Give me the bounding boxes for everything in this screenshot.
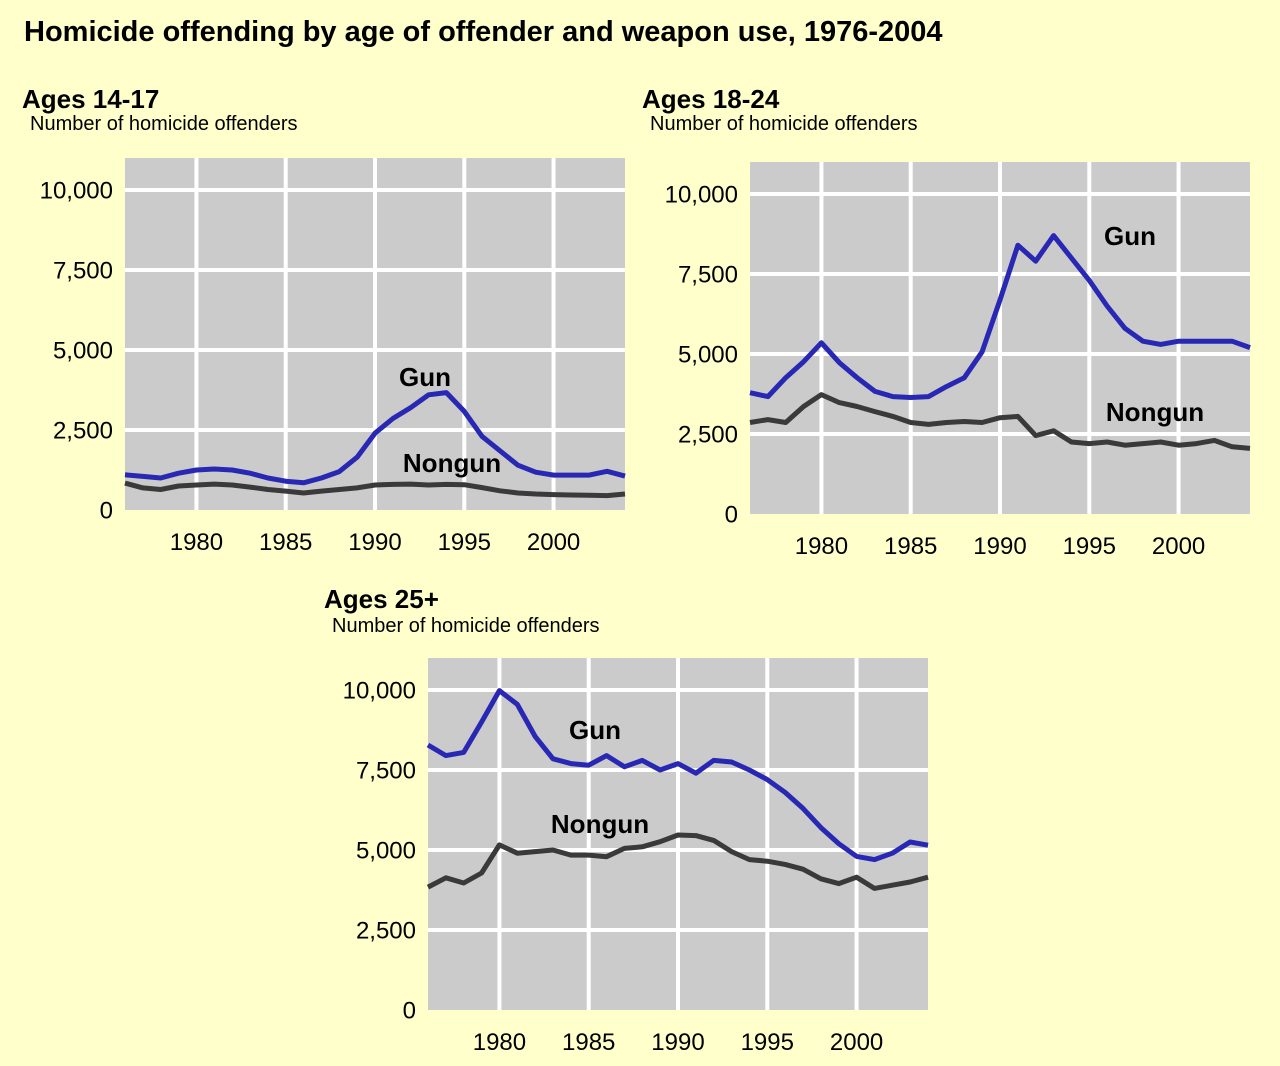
xtick-label-1995: 1995 (741, 1029, 794, 1056)
ytick-label-5000: 5,000 (678, 341, 738, 368)
xtick-label-1980: 1980 (795, 533, 848, 560)
ytick-label-2500: 2,500 (678, 421, 738, 448)
chart-ages-14-17: 0 2,500 5,000 7,500 10,000 1980 1985 1990 1995 20… (40, 158, 626, 556)
xtick-label-1990: 1990 (348, 529, 401, 556)
ytick-label-2500: 2,500 (53, 417, 113, 444)
ytick-label-10000: 10,000 (343, 677, 416, 704)
xtick-label-1980: 1980 (170, 529, 223, 556)
ytick-label-2500: 2,500 (356, 917, 416, 944)
ytick-label-5000: 5,000 (53, 337, 113, 364)
xtick-label-1990: 1990 (651, 1029, 704, 1056)
panel-heading-ages-25-plus: Ages 25+ (324, 584, 439, 614)
xtick-label-2000: 2000 (1152, 533, 1205, 560)
xtick-label-2000: 2000 (527, 529, 580, 556)
xtick-label-2000: 2000 (830, 1029, 883, 1056)
xtick-label-1985: 1985 (884, 533, 937, 560)
series-label-nongun: Nongun (403, 448, 501, 478)
gun-line (749, 233, 1251, 400)
panel-heading-ages-14-17: Ages 14-17 (22, 84, 160, 114)
panel-heading-ages-18-24: Ages 18-24 (642, 84, 780, 114)
ytick-label-10000: 10,000 (665, 181, 738, 208)
xtick-label-1985: 1985 (259, 529, 312, 556)
series-label-nongun: Nongun (551, 809, 649, 839)
gun-line (124, 390, 626, 486)
ytick-label-0: 0 (403, 997, 416, 1024)
ytick-label-0: 0 (725, 501, 738, 528)
series-label-gun: Gun (399, 362, 451, 392)
nongun-line (124, 480, 626, 499)
chart-ages-25-plus: 0 2,500 5,000 7,500 10,000 1980 1985 1990 1995 20… (343, 658, 929, 1056)
panel-subtitle-ages-25-plus: Number of homicide offenders (332, 615, 600, 637)
series-label-gun: Gun (1104, 221, 1156, 251)
ytick-label-7500: 7,500 (356, 757, 416, 784)
ytick-label-10000: 10,000 (40, 177, 113, 204)
xtick-label-1985: 1985 (562, 1029, 615, 1056)
ytick-label-0: 0 (100, 497, 113, 524)
panel-subtitle-ages-18-24: Number of homicide offenders (650, 113, 918, 135)
series-label-nongun: Nongun (1106, 397, 1204, 427)
page-title: Homicide offending by age of offender an… (24, 16, 943, 48)
xtick-label-1995: 1995 (1063, 533, 1116, 560)
xtick-label-1990: 1990 (973, 533, 1026, 560)
gun-line (426, 688, 929, 863)
ytick-label-5000: 5,000 (356, 837, 416, 864)
xtick-label-1980: 1980 (473, 1029, 526, 1056)
nongun-line (426, 832, 929, 891)
ytick-label-7500: 7,500 (53, 257, 113, 284)
xtick-label-1995: 1995 (438, 529, 491, 556)
series-label-gun: Gun (569, 715, 621, 745)
nongun-line (749, 392, 1251, 451)
panel-subtitle-ages-14-17: Number of homicide offenders (30, 113, 298, 135)
chart-ages-18-24: 0 2,500 5,000 7,500 10,000 1980 1985 1990 1995 20… (665, 162, 1251, 560)
ytick-label-7500: 7,500 (678, 261, 738, 288)
